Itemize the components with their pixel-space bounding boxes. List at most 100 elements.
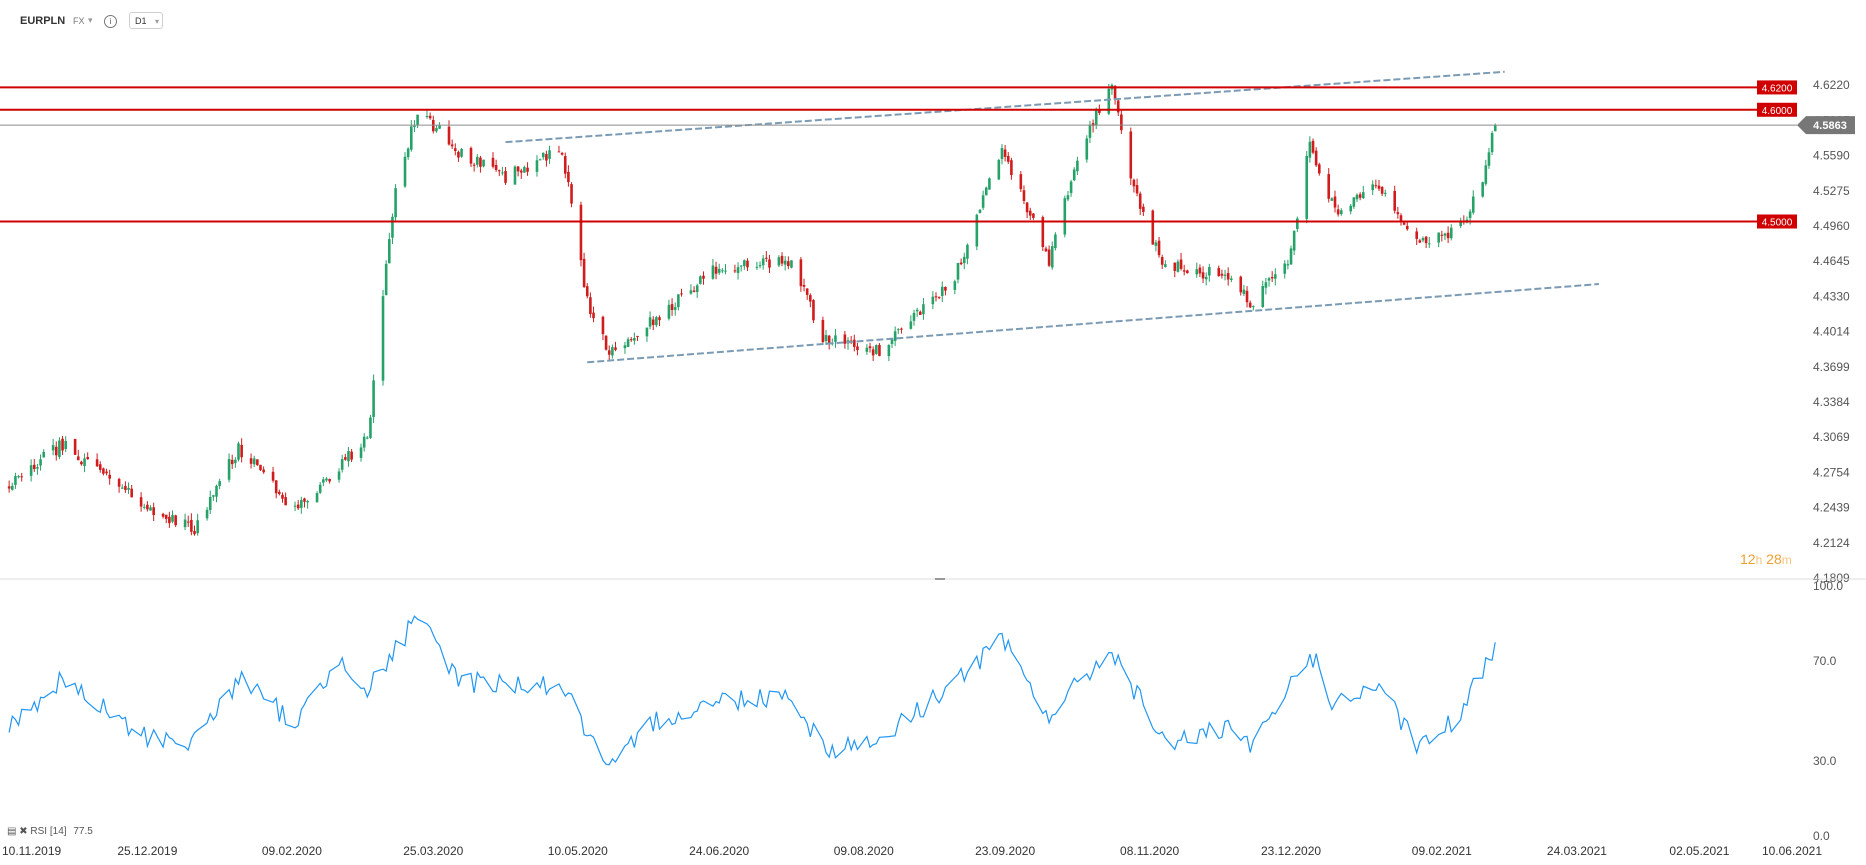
candle-body (1481, 182, 1484, 197)
candle-countdown: 12h 28m (1740, 551, 1792, 567)
candle-body (372, 380, 375, 418)
candle-body (582, 258, 586, 287)
candle-body (878, 344, 881, 356)
candle-body (1318, 164, 1321, 174)
candle-body (497, 170, 501, 172)
candle-body (953, 281, 957, 290)
candle-body (670, 304, 674, 310)
candle-body (909, 321, 913, 329)
candle-body (604, 335, 608, 350)
price-tick-label: 4.3069 (1813, 430, 1850, 444)
close-icon[interactable]: ✖ (19, 826, 28, 837)
candle-body (124, 485, 127, 490)
candle-body (1267, 278, 1271, 281)
current-price-tag-shape (1797, 116, 1855, 135)
candle-body (1424, 236, 1428, 244)
candle-body (541, 152, 545, 158)
candle-body (1069, 181, 1073, 194)
candle-body (1377, 185, 1381, 189)
date-tick-label: 09.08.2020 (834, 844, 894, 858)
horizontal-levels (0, 86, 1797, 223)
candle-body (931, 296, 935, 305)
candle-body (1142, 206, 1145, 212)
candle-body (447, 126, 451, 145)
candle-body (322, 479, 325, 483)
candle-body (1173, 262, 1177, 271)
candle-body (975, 214, 979, 247)
candle-body (614, 347, 617, 350)
candle-body (190, 519, 193, 532)
candle-body (416, 114, 419, 126)
price-axis: 4.62204.59054.55904.52754.49604.46454.43… (1813, 78, 1850, 585)
candle-body (1072, 169, 1076, 181)
candle-body (739, 265, 743, 267)
candle-body (7, 486, 11, 489)
candle-body (821, 319, 825, 343)
symbol-label[interactable]: EURPLN (20, 15, 66, 27)
candle-body (394, 188, 397, 218)
candle-body (887, 344, 891, 357)
candle-body (1471, 196, 1475, 213)
candle-body (457, 151, 460, 158)
candle-body (1358, 194, 1362, 198)
candle-body (259, 464, 262, 471)
candle-body (834, 335, 837, 342)
candle-body (607, 350, 611, 355)
candle-body (359, 447, 363, 458)
candle-body (1032, 213, 1035, 218)
candle-body (918, 311, 922, 315)
info-icon[interactable]: i (104, 15, 117, 28)
candle-body (139, 497, 143, 507)
candle-body (893, 331, 897, 341)
time-axis: 10.11.2019 25.12.2019 09.02.2020 25.03.2020… (2, 844, 1822, 858)
candle-body (108, 474, 111, 479)
candlestick-series (7, 83, 1497, 536)
candle-body (658, 317, 661, 321)
rsi-tick-label: 0.0 (1813, 829, 1830, 843)
candle-body (1270, 276, 1274, 279)
level-tag-label: 4.5000 (1762, 217, 1793, 228)
candle-body (1437, 232, 1440, 243)
candle-body (102, 468, 105, 474)
current-price-label: 4.5863 (1813, 120, 1847, 132)
date-tick-label: 10.11.2019 (2, 844, 61, 858)
candle-body (633, 338, 636, 341)
candle-body (805, 288, 809, 295)
candle-body (1160, 257, 1164, 265)
menu-icon[interactable]: ▤ (7, 826, 17, 837)
candle-body (1446, 232, 1450, 239)
candle-body (17, 476, 20, 478)
candle-body (1352, 197, 1356, 207)
candle-body (1054, 234, 1057, 249)
candle-body (853, 339, 856, 347)
candle-body (171, 515, 174, 522)
candle-body (98, 464, 102, 470)
candle-body (548, 150, 551, 159)
candle-body (966, 244, 969, 259)
candle-body (300, 500, 303, 508)
candle-body (761, 258, 765, 266)
candle-body (765, 257, 768, 259)
candle-body (1252, 306, 1255, 308)
chevron-down-icon[interactable]: ▾ (88, 15, 93, 25)
candle-body (504, 170, 507, 183)
candle-body (922, 304, 925, 315)
candle-body (212, 495, 215, 497)
candle-body (567, 171, 570, 183)
candle-body (1132, 179, 1136, 187)
date-tick-label: 09.02.2021 (1412, 844, 1472, 858)
price-tick-label: 4.2124 (1813, 536, 1850, 550)
candle-body (1226, 273, 1230, 280)
candle-body (130, 488, 133, 498)
candle-body (1025, 202, 1029, 213)
candle-body (1217, 268, 1221, 276)
candle-body (1493, 125, 1497, 132)
timeframe-select[interactable]: D1 ▾ (129, 12, 163, 29)
price-tick-label: 4.5275 (1813, 184, 1850, 198)
candle-body (453, 148, 457, 151)
candle-body (1245, 290, 1249, 303)
candle-body (1380, 187, 1384, 194)
candle-body (1383, 192, 1387, 194)
candle-body (1063, 198, 1067, 235)
